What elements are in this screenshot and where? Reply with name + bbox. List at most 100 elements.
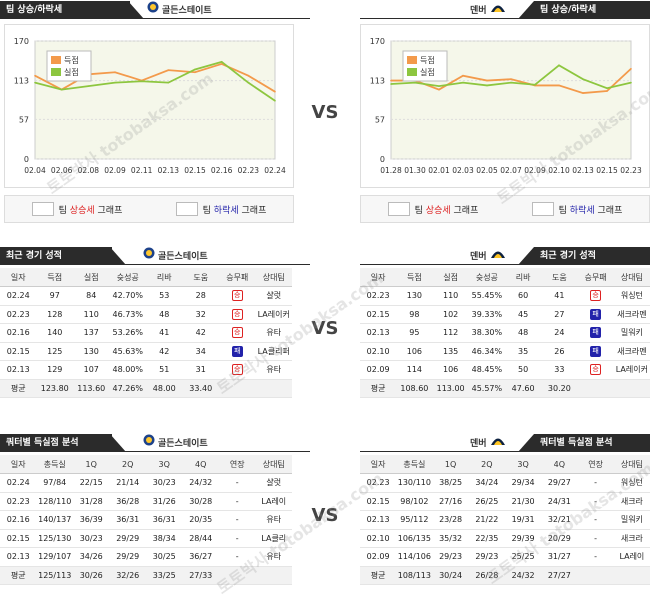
- table-row: 02.23 130 110 55.45% 60 41 승 워싱턴: [360, 286, 650, 306]
- legend-swatch: [407, 56, 417, 64]
- down-graph-icon: [175, 202, 198, 216]
- trend-chart-left-svg: 170 113 57 0 02.04 02.06 02.08 02.09 02.11 02.13 0…: [14, 37, 286, 175]
- column-header: 2Q: [109, 455, 146, 474]
- y-tick-label: 0: [24, 155, 29, 164]
- table-cell: 35: [505, 342, 542, 361]
- table-row: 02.13 95 112 38.30% 48 24 패 밀워키: [360, 323, 650, 343]
- recent-header-right: 덴버 최근 경기 성적: [360, 247, 650, 265]
- x-tick-label: 02.09: [524, 166, 546, 175]
- header-slant-icon: [128, 1, 144, 19]
- recent-team-left: 골든스테이트: [158, 252, 208, 262]
- table-cell: 평균: [360, 566, 397, 585]
- result-badge: 승: [590, 290, 602, 302]
- table-cell: 30.20: [541, 379, 578, 398]
- column-header: 총득실: [396, 455, 433, 474]
- divider: [0, 18, 310, 19]
- table-cell: 29/23: [432, 547, 469, 567]
- down-graph-legend: 팀 하락세 그래프: [531, 202, 622, 216]
- column-header: 3Q: [146, 455, 183, 474]
- column-header: 득점: [396, 268, 433, 287]
- table-row: 02.23 128/110 31/28 36/28 31/26 30/28- LA레이: [0, 492, 292, 511]
- table-cell: 53: [146, 286, 183, 306]
- table-cell: 130/110: [396, 473, 433, 493]
- series-point: [558, 64, 560, 67]
- x-tick-label: 02.06: [51, 166, 73, 175]
- divider: [0, 451, 310, 452]
- column-header: 총득실: [36, 455, 73, 474]
- table-cell: 47.26%: [109, 379, 146, 398]
- average-row: 평균 108/113 30/24 26/28 24/32 27/27: [360, 566, 650, 585]
- series-point: [606, 87, 608, 89]
- quarter-title-left: 쿼터별 득실점 분석: [0, 434, 112, 452]
- series-point: [582, 78, 584, 80]
- table-cell: -: [219, 529, 256, 548]
- table-cell: [577, 379, 614, 398]
- table-row: 02.23 130/110 38/25 34/24 29/34 29/27- 워싱턴: [360, 473, 650, 493]
- series-point: [462, 74, 464, 77]
- table-cell: 95: [396, 323, 433, 343]
- vs-label: VS: [311, 505, 339, 526]
- table-cell: 53.26%: [109, 323, 146, 343]
- vs-label: VS: [311, 102, 339, 123]
- column-header: 승무패: [219, 268, 256, 287]
- table-header-row: 일자 총득실 1Q 2Q 3Q 4Q 연장 상대팀: [360, 455, 650, 474]
- column-header: 리바: [505, 268, 542, 287]
- table-cell: 샬럿: [255, 473, 292, 493]
- table-cell: 02.13: [0, 360, 37, 380]
- table-cell: 113.00: [432, 379, 469, 398]
- result-cell: 승: [577, 286, 614, 306]
- table-cell: 02.15: [0, 529, 37, 548]
- series-point: [510, 81, 512, 84]
- x-tick-label: 02.07: [500, 166, 522, 175]
- table-cell: -: [219, 492, 256, 511]
- up-graph-legend: 팀 상승세 그래프: [387, 202, 478, 216]
- series-point: [390, 79, 392, 82]
- series-point: [510, 78, 512, 80]
- table-cell: 워싱턴: [613, 286, 650, 306]
- legend-swatch: [51, 68, 61, 76]
- table-cell: 137: [73, 323, 110, 343]
- table-cell: 평균: [360, 379, 397, 398]
- table-cell: 106/135: [396, 529, 433, 548]
- x-tick-label: 02.24: [264, 166, 286, 175]
- table-row: 02.13 95/112 23/28 21/22 19/31 32/21- 밀워키: [360, 510, 650, 530]
- table-cell: 27: [541, 305, 578, 324]
- column-header: 일자: [360, 455, 397, 474]
- table-cell: 19/31: [505, 510, 542, 530]
- result-cell: 승: [219, 360, 256, 380]
- x-tick-label: 02.10: [548, 166, 570, 175]
- column-header: 상대팀: [613, 268, 650, 287]
- series-point: [247, 74, 250, 77]
- series-point: [486, 79, 488, 82]
- graph-legend-right: 팀 상승세 그래프 팀 하락세 그래프: [360, 195, 650, 223]
- table-cell: 24/31: [541, 492, 578, 511]
- table-cell: 51: [146, 360, 183, 380]
- table-cell: 31/28: [73, 492, 110, 511]
- table-cell: 밀워키: [613, 510, 650, 530]
- table-cell: 새크라: [613, 529, 650, 548]
- nuggets-logo-icon: [490, 1, 506, 20]
- series-point: [140, 80, 143, 83]
- table-cell: 02.16: [0, 510, 37, 530]
- table-cell: 97/84: [36, 473, 73, 493]
- table-cell: 02.15: [360, 305, 397, 324]
- trend-chart-right: 170 113 57 0 01.28 01.30 02.01 02.03 02.05 02.07 0…: [360, 24, 650, 188]
- table-cell: 유타: [255, 547, 292, 567]
- table-cell: 20/35: [182, 510, 219, 530]
- table-cell: 30/24: [432, 566, 469, 585]
- x-tick-label: 02.23: [238, 166, 260, 175]
- table-cell: 평균: [0, 566, 37, 585]
- table-cell: 32/26: [109, 566, 146, 585]
- y-tick-label: 57: [19, 115, 29, 124]
- series-point: [462, 81, 464, 84]
- recent-table-right: 일자 득점 실점 슛성공 리바 도움 승무패 상대팀 02.23 130 110 55.45% 60 41…: [360, 268, 650, 398]
- table-cell: 112: [432, 323, 469, 343]
- table-cell: 27/33: [182, 566, 219, 585]
- up-graph-icon: [31, 202, 54, 216]
- table-cell: 33.40: [182, 379, 219, 398]
- table-cell: 31: [182, 360, 219, 380]
- table-cell: 125/130: [36, 529, 73, 548]
- x-tick-label: 02.05: [476, 166, 498, 175]
- x-tick-label: 02.08: [78, 166, 100, 175]
- series-point: [167, 81, 170, 84]
